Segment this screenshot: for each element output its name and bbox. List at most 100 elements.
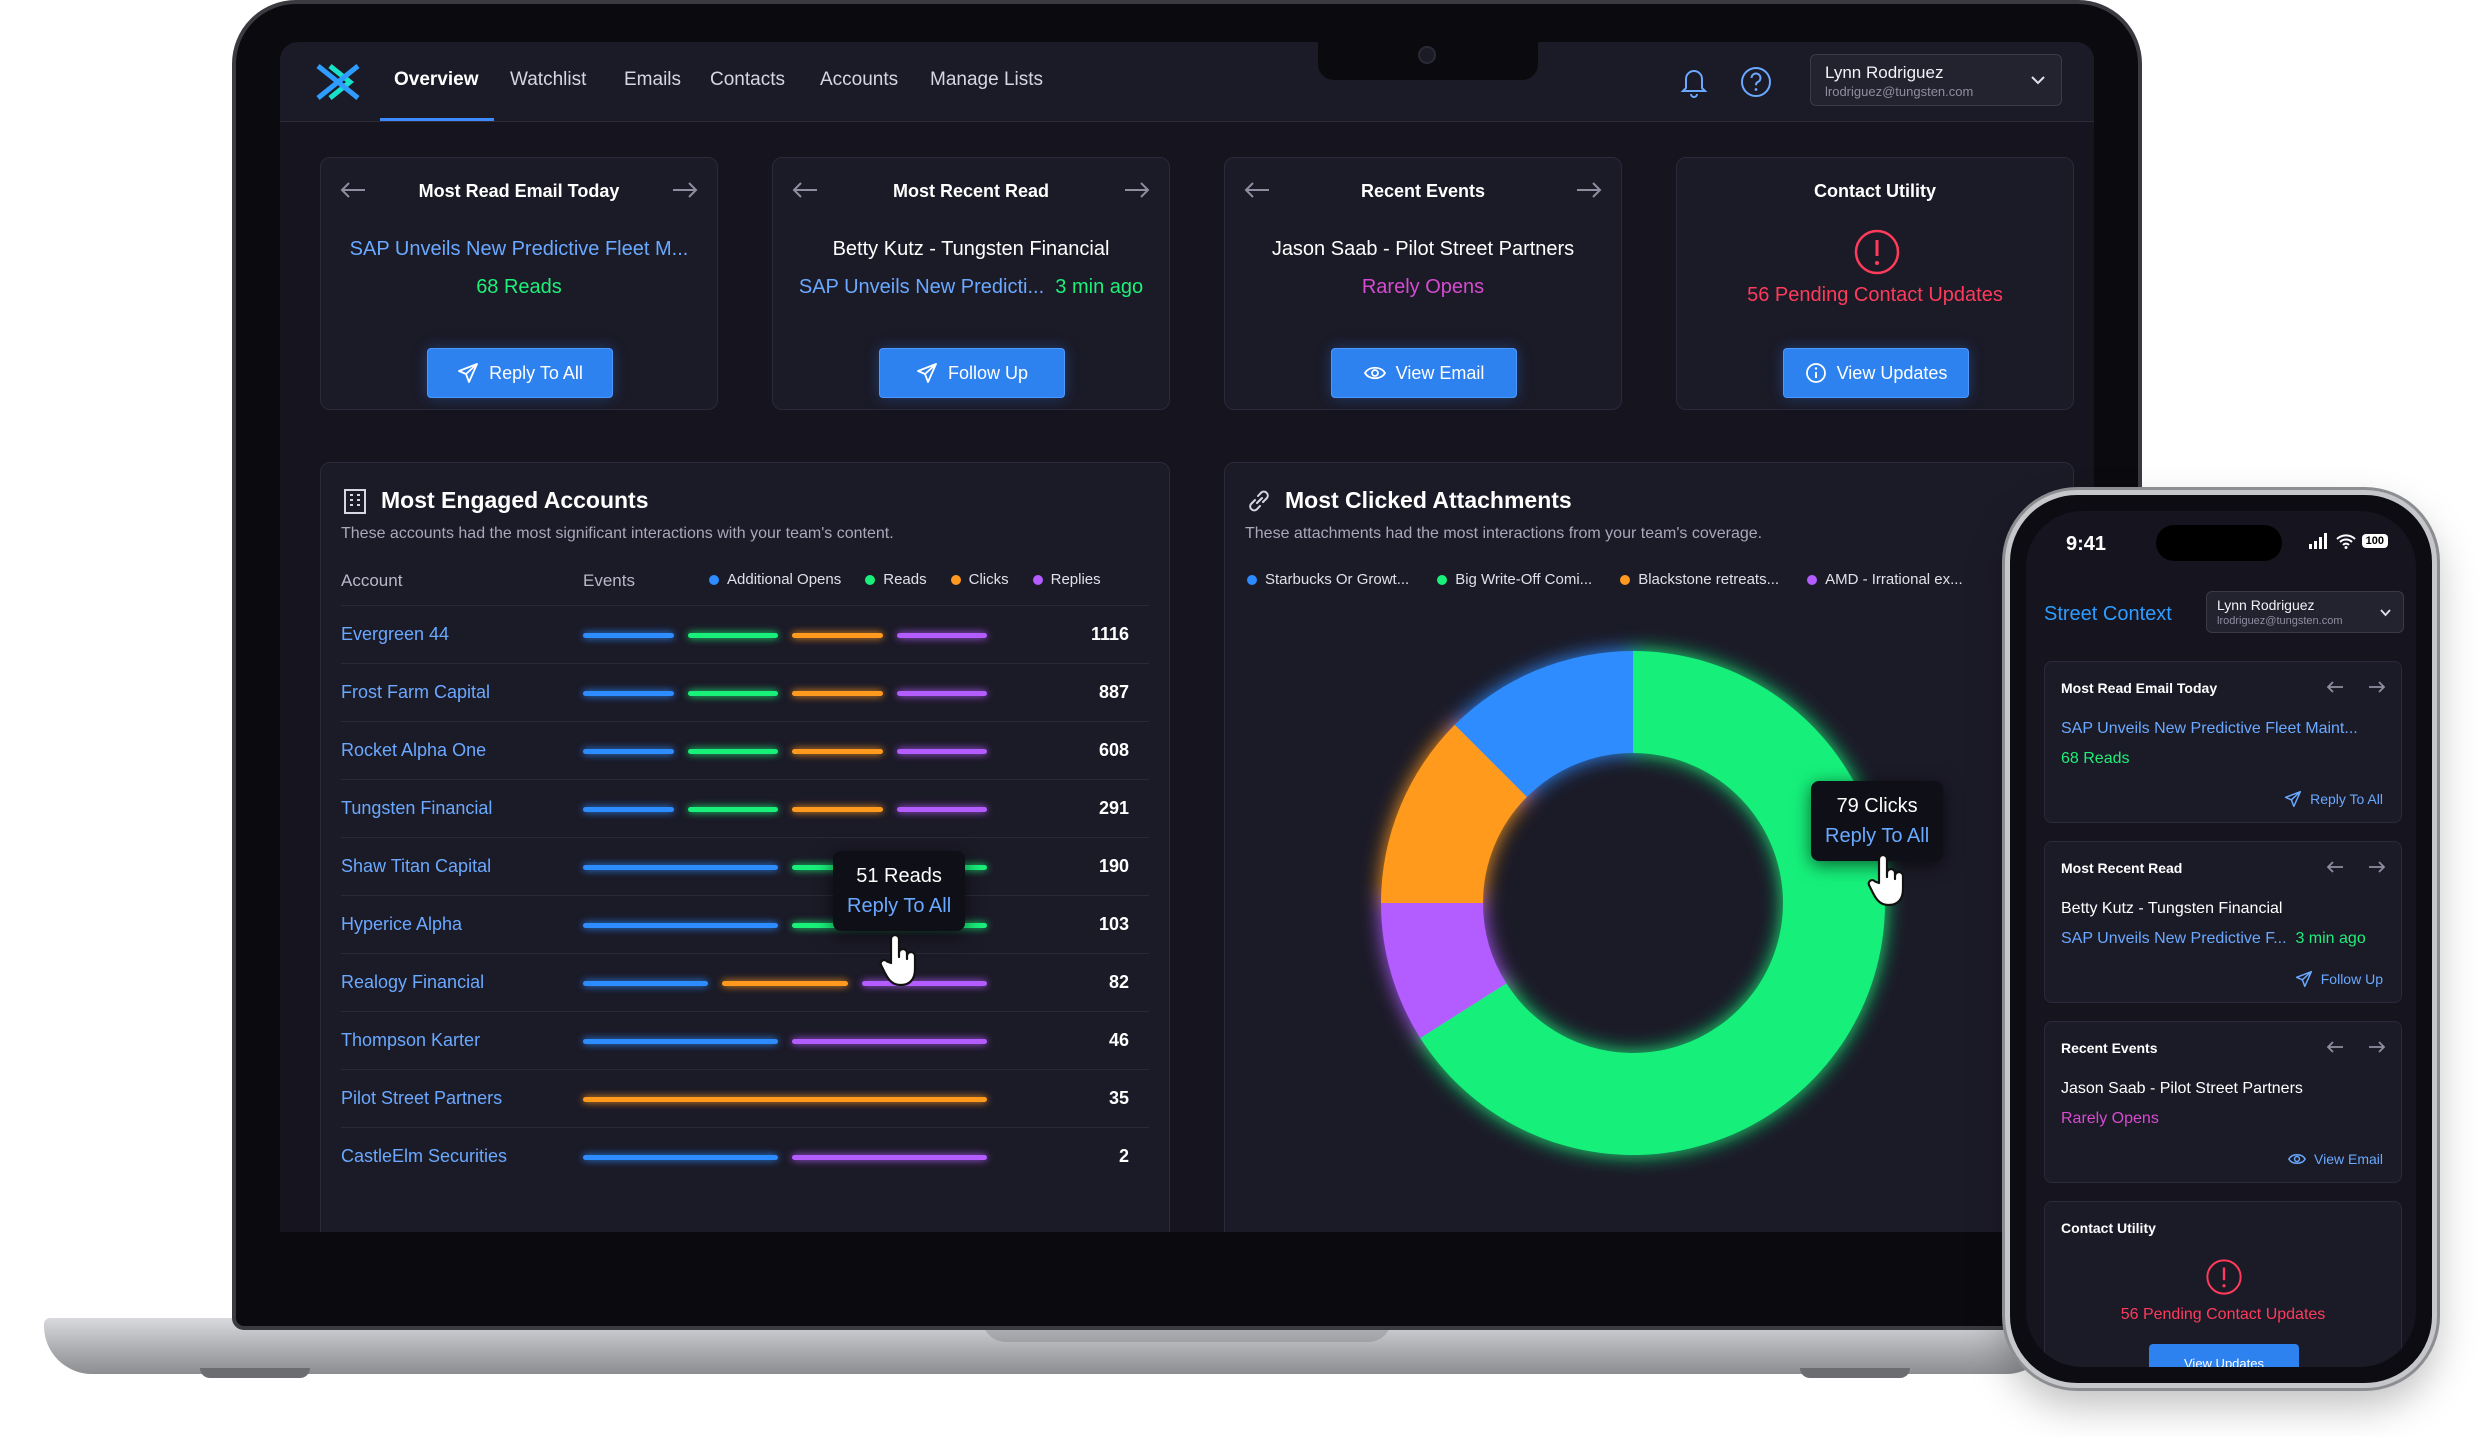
event-bar-replies[interactable] [896, 691, 987, 696]
table-row[interactable]: Evergreen 44 1116 [341, 605, 1149, 663]
event-bar-clicks[interactable] [792, 691, 883, 696]
nav-manage-lists[interactable]: Manage Lists [930, 69, 1044, 90]
table-row[interactable]: Tungsten Financial 291 [341, 779, 1149, 837]
event-bar-clicks[interactable] [583, 1097, 987, 1102]
table-row[interactable]: CastleElm Securities 2 [341, 1127, 1149, 1185]
help-icon[interactable] [1738, 64, 1774, 100]
event-bar-replies[interactable] [792, 1039, 987, 1044]
event-bar-reads[interactable] [687, 749, 778, 754]
arrow-left-icon[interactable] [2325, 1038, 2345, 1056]
event-bar-replies[interactable] [896, 749, 987, 754]
event-bar-clicks[interactable] [792, 633, 883, 638]
email-subject-link[interactable]: SAP Unveils New Predictive Fleet Maint..… [2061, 720, 2358, 737]
contact-name[interactable]: Jason Saab - Pilot Street Partners [2061, 1080, 2303, 1097]
view-updates-button[interactable]: View Updates [2149, 1344, 2299, 1367]
follow-up-button[interactable]: Follow Up [879, 348, 1065, 398]
arrow-left-icon[interactable] [2325, 678, 2345, 696]
event-bar-opens[interactable] [583, 981, 709, 986]
account-name-link[interactable]: Rocket Alpha One [341, 740, 487, 760]
phone-screen: 9:41 100 Street Context Lynn Rodriguez l… [2026, 511, 2416, 1367]
account-name-link[interactable]: Frost Farm Capital [341, 682, 491, 702]
user-menu[interactable]: Lynn Rodriguez lrodriguez@tungsten.com [1810, 54, 2062, 106]
contact-name[interactable]: Betty Kutz - Tungsten Financial [832, 238, 1110, 260]
event-bar-opens[interactable] [583, 1155, 778, 1160]
event-count: 35 [1108, 1088, 1129, 1108]
user-menu[interactable]: Lynn Rodriguez lrodriguez@tungsten.com [2206, 591, 2404, 633]
event-bar-clicks[interactable] [792, 749, 883, 754]
donut-slice[interactable] [1454, 651, 1633, 797]
table-row[interactable]: Frost Farm Capital 887 [341, 663, 1149, 721]
event-bar-reads[interactable] [687, 691, 778, 696]
arrow-left-icon[interactable] [339, 178, 367, 202]
arrow-right-icon[interactable] [1123, 178, 1151, 202]
account-name-link[interactable]: Hyperice Alpha [341, 914, 463, 934]
arrow-left-icon[interactable] [791, 178, 819, 202]
arrow-left-icon[interactable] [2325, 858, 2345, 876]
nav-contacts[interactable]: Contacts [710, 69, 785, 90]
arrow-left-icon[interactable] [1243, 178, 1271, 202]
phone-device: 9:41 100 Street Context Lynn Rodriguez l… [2005, 490, 2437, 1388]
event-bar-opens[interactable] [583, 923, 778, 928]
phone-card-contact-utility: Contact Utility 56 Pending Contact Updat… [2044, 1201, 2402, 1367]
table-row[interactable]: Rocket Alpha One 608 [341, 721, 1149, 779]
follow-up-link[interactable]: Follow Up [2295, 970, 2383, 988]
table-row[interactable]: Shaw Titan Capital 190 [341, 837, 1149, 895]
reply-to-all-link[interactable]: Reply To All [2284, 790, 2383, 808]
view-email-link[interactable]: View Email [2288, 1150, 2383, 1168]
arrow-right-icon[interactable] [2367, 678, 2387, 696]
email-subject-link[interactable]: SAP Unveils New Predicti... [798, 276, 1045, 298]
account-name-link[interactable]: Thompson Karter [341, 1030, 481, 1050]
arrow-right-icon[interactable] [2367, 1038, 2387, 1056]
donut-slice[interactable] [1420, 651, 1885, 1155]
account-name-link[interactable]: CastleElm Securities [341, 1146, 508, 1166]
email-subject-link[interactable]: SAP Unveils New Predictive F... [2061, 930, 2287, 947]
table-row[interactable]: Hyperice Alpha 103 [341, 895, 1149, 953]
event-bar-clicks[interactable] [792, 807, 883, 812]
view-email-button[interactable]: View Email [1331, 348, 1517, 398]
arrow-right-icon[interactable] [2367, 858, 2387, 876]
contact-name[interactable]: Betty Kutz - Tungsten Financial [2061, 900, 2283, 917]
event-bar-replies[interactable] [896, 807, 987, 812]
account-name-link[interactable]: Tungsten Financial [341, 798, 493, 818]
legend-label: Replies [1050, 571, 1101, 588]
arrow-right-icon[interactable] [1575, 178, 1603, 202]
event-bar-opens[interactable] [583, 633, 674, 638]
event-bar-clicks[interactable] [722, 981, 848, 986]
event-bar-opens[interactable] [583, 807, 674, 812]
account-name-link[interactable]: Pilot Street Partners [341, 1088, 503, 1108]
email-subject-link[interactable]: SAP Unveils New Predictive Fleet M... [349, 238, 689, 260]
event-bar-reads[interactable] [687, 807, 778, 812]
view-updates-button[interactable]: View Updates [1783, 348, 1969, 398]
contact-name[interactable]: Jason Saab - Pilot Street Partners [1271, 238, 1575, 260]
nav-watchlist[interactable]: Watchlist [510, 69, 587, 90]
table-row[interactable]: Pilot Street Partners 35 [341, 1069, 1149, 1127]
event-bar-replies[interactable] [792, 1155, 987, 1160]
event-bar-replies[interactable] [896, 633, 987, 638]
reply-to-all-button[interactable]: Reply To All [427, 348, 613, 398]
account-name-link[interactable]: Evergreen 44 [341, 624, 450, 644]
event-bar-opens[interactable] [583, 1039, 778, 1044]
donut-slice[interactable] [1381, 724, 1527, 903]
table-row[interactable]: Realogy Financial 82 [341, 953, 1149, 1011]
event-bar-opens[interactable] [583, 865, 778, 870]
legend-label: Clicks [968, 571, 1009, 588]
event-bar-opens[interactable] [583, 691, 674, 696]
account-name-link[interactable]: Realogy Financial [341, 972, 485, 992]
tooltip-action[interactable]: Reply To All [847, 895, 952, 917]
tooltip-value: 79 Clicks [1836, 795, 1918, 817]
event-bar-opens[interactable] [583, 749, 674, 754]
nav-emails[interactable]: Emails [624, 69, 682, 90]
bell-icon[interactable] [1676, 64, 1712, 100]
event-bar-reads[interactable] [687, 633, 778, 638]
nav-accounts[interactable]: Accounts [820, 69, 899, 90]
tooltip-action[interactable]: Reply To All [1825, 825, 1930, 847]
donut-slice[interactable] [1381, 903, 1507, 1039]
event-bar-replies[interactable] [861, 981, 987, 986]
nav-overview[interactable]: Overview [394, 69, 479, 90]
table-row[interactable]: Thompson Karter 46 [341, 1011, 1149, 1069]
account-name-link[interactable]: Shaw Titan Capital [341, 856, 492, 876]
column-header-account: Account [341, 571, 403, 590]
arrow-right-icon[interactable] [671, 178, 699, 202]
app-logo-icon[interactable] [316, 64, 360, 100]
dashboard-screen: Overview Watchlist Emails Contacts Accou… [280, 42, 2094, 1232]
